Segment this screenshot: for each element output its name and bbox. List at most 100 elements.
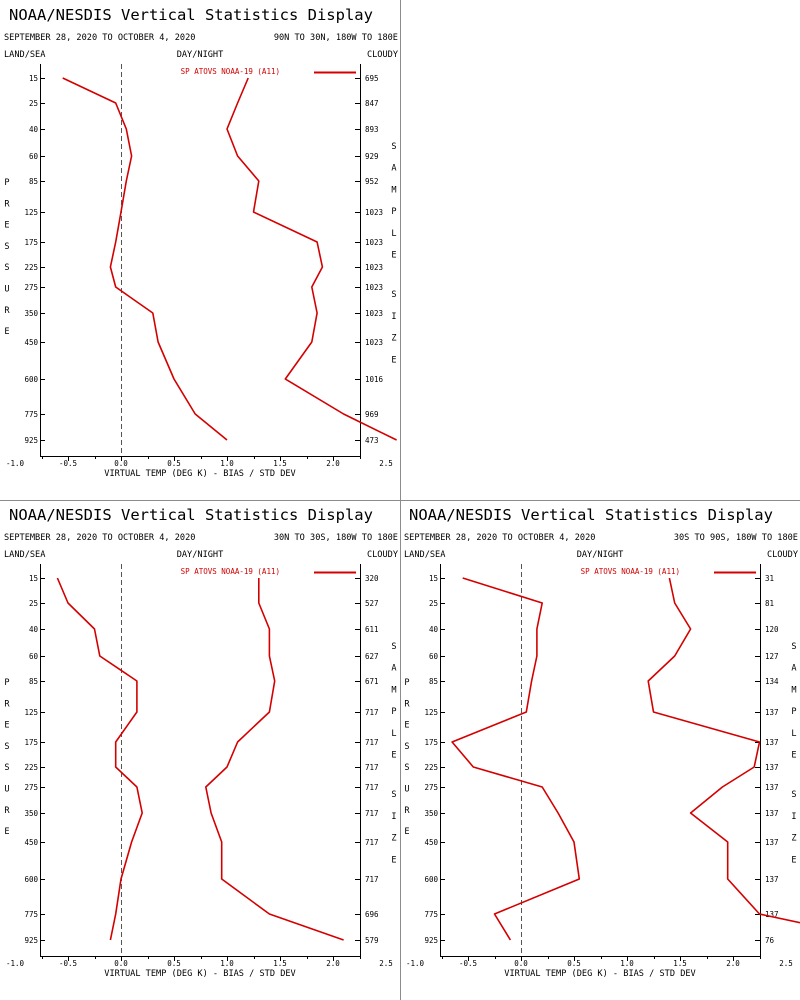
pressure-level-label: 925 [24, 936, 38, 945]
y-axis-label-letter: E [4, 221, 9, 231]
y2-axis-label-letter: A [391, 664, 397, 674]
cloudy-label: CLOUDY [767, 550, 799, 560]
sample-size-label: 134 [765, 677, 779, 686]
x-tick-label: 0.5 [567, 959, 581, 968]
sample-size-label: 717 [365, 875, 379, 884]
x-tick-label: 1.0 [220, 959, 234, 968]
x-tick-label: 1.5 [673, 959, 687, 968]
chart-panel-3: NOAA/NESDIS Vertical Statistics Display S… [400, 500, 800, 1000]
x-tick-label: -1.0 [6, 959, 25, 968]
pressure-level-label: 40 [429, 625, 439, 634]
pressure-level-label: 175 [24, 738, 38, 747]
sample-size-label: 579 [365, 936, 379, 945]
sample-size-label: 929 [365, 152, 379, 161]
sample-size-label: 137 [765, 838, 779, 847]
y2-axis-label-letter: M [791, 685, 796, 695]
pressure-level-label: 15 [29, 574, 38, 583]
pressure-level-label: 775 [24, 910, 38, 919]
pressure-level-label: 175 [24, 238, 38, 247]
x-tick-label: 2.5 [779, 959, 793, 968]
sample-size-label: 137 [765, 763, 779, 772]
y2-axis-label-letter: E [791, 751, 796, 761]
pressure-level-label: 275 [424, 783, 438, 792]
sample-size-label: 847 [365, 99, 379, 108]
y-axis-label-letter: E [4, 327, 9, 337]
y2-axis-label-letter: Z [791, 834, 796, 844]
x-axis-label: VIRTUAL TEMP (DEG K) - BIAS / STD DEV [104, 969, 295, 979]
pressure-level-label: 775 [24, 410, 38, 419]
x-tick-label: 1.5 [273, 959, 287, 968]
y2-axis-label-letter: L [391, 729, 396, 739]
sample-size-label: 952 [365, 177, 379, 186]
pressure-level-label: 925 [24, 436, 38, 445]
pressure-level-label: 85 [29, 177, 38, 186]
series-line-bias [62, 77, 228, 441]
sample-size-label: 717 [365, 809, 379, 818]
pressure-level-label: 125 [24, 208, 38, 217]
series-line-bias [451, 577, 581, 941]
pressure-level-label: 450 [24, 338, 38, 347]
sample-size-label: 671 [365, 677, 379, 686]
chart-svg: NOAA/NESDIS Vertical Statistics Display S… [4, 506, 399, 979]
sample-size-label: 717 [365, 708, 379, 717]
pressure-level-label: 125 [24, 708, 38, 717]
y2-axis-label-letter: E [391, 751, 396, 761]
x-tick-label: 2.0 [726, 959, 740, 968]
sample-size-label: 611 [365, 625, 379, 634]
pressure-level-label: 350 [24, 809, 38, 818]
x-tick-label: 1.5 [273, 459, 287, 468]
chart-title: NOAA/NESDIS Vertical Statistics Display [9, 506, 373, 524]
sample-size-label: 137 [765, 875, 779, 884]
sample-size-label: 320 [365, 574, 379, 583]
sample-size-label: 1023 [365, 309, 383, 318]
sample-size-label: 137 [765, 708, 779, 717]
x-tick-label: -1.0 [406, 959, 425, 968]
pressure-level-label: 40 [29, 625, 39, 634]
pressure-level-label: 25 [29, 99, 38, 108]
pressure-level-label: 85 [429, 677, 438, 686]
legend-label: SP ATOVS NOAA-19 (A11) [181, 567, 280, 576]
y-axis-label-letter: S [404, 763, 409, 773]
y-axis-label-letter: E [4, 721, 9, 731]
y2-axis-label-letter: Z [391, 834, 396, 844]
sample-size-label: 695 [365, 74, 379, 83]
pressure-level-label: 450 [424, 838, 438, 847]
sample-size-label: 137 [765, 809, 779, 818]
x-tick-label: 2.5 [379, 459, 393, 468]
chart-svg: NOAA/NESDIS Vertical Statistics Display S… [4, 6, 399, 479]
y-axis-label-letter: U [4, 285, 9, 295]
series-line-std-dev [647, 577, 800, 924]
x-tick-label: 2.0 [326, 959, 340, 968]
sample-size-label: 717 [365, 838, 379, 847]
y2-axis-label-letter: I [791, 812, 796, 822]
y2-axis-label-letter: S [391, 290, 396, 300]
x-tick-label: 2.5 [379, 959, 393, 968]
date-range: SEPTEMBER 28, 2020 TO OCTOBER 4, 2020 [4, 533, 195, 543]
sample-size-label: 1023 [365, 263, 383, 272]
y-axis-label-letter: R [4, 199, 10, 209]
x-tick-label: -0.5 [59, 459, 77, 468]
sample-size-label: 527 [365, 599, 379, 608]
y-axis-label-letter: U [4, 785, 9, 795]
y-axis-label-letter: S [4, 742, 9, 752]
pressure-level-label: 450 [24, 838, 38, 847]
pressure-level-label: 15 [29, 74, 38, 83]
y-axis-label-letter: P [4, 678, 9, 688]
x-tick-label: 0.5 [167, 459, 181, 468]
y-axis-label-letter: E [404, 827, 409, 837]
day-night-label: DAY/NIGHT [577, 550, 624, 560]
pressure-level-label: 600 [24, 875, 38, 884]
date-range: SEPTEMBER 28, 2020 TO OCTOBER 4, 2020 [4, 33, 195, 43]
x-tick-label: 0.0 [514, 959, 528, 968]
y2-axis-label-letter: S [791, 642, 796, 652]
sample-size-label: 1023 [365, 283, 383, 292]
sample-size-label: 717 [365, 783, 379, 792]
pressure-level-label: 175 [424, 738, 438, 747]
y2-axis-label-letter: P [791, 707, 796, 717]
sample-size-label: 1023 [365, 208, 383, 217]
y-axis-label-letter: R [4, 806, 10, 816]
region-label: 30S TO 90S, 180W TO 180E [674, 533, 798, 543]
x-tick-label: 1.0 [620, 959, 634, 968]
sample-size-label: 893 [365, 125, 379, 134]
land-sea-label: LAND/SEA [4, 550, 46, 560]
